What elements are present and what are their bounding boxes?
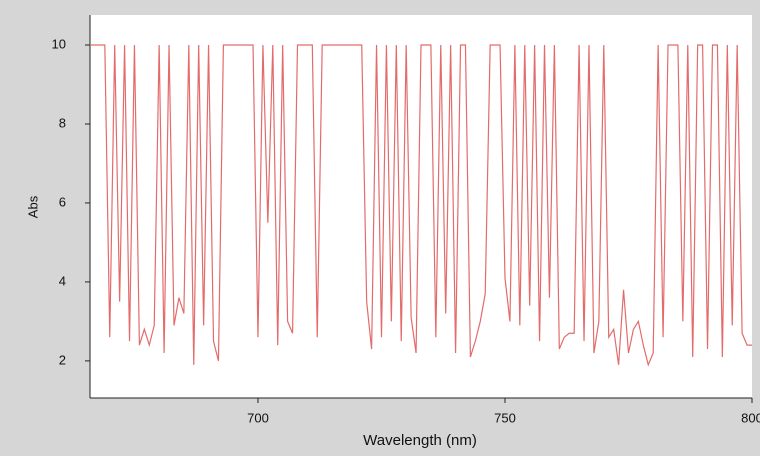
x-tick-label: 750 xyxy=(494,410,516,425)
y-axis-label: Abs xyxy=(25,195,40,218)
y-tick-label: 8 xyxy=(59,115,66,130)
y-tick-label: 2 xyxy=(59,352,66,367)
y-tick-label: 10 xyxy=(52,36,66,51)
data-line xyxy=(90,44,752,367)
x-tick-label: 700 xyxy=(247,410,269,425)
y-tick-label: 6 xyxy=(59,194,66,209)
x-tick-label: 800 xyxy=(741,410,760,425)
x-axis-label: Wavelength (nm) xyxy=(363,432,477,449)
y-tick-label: 4 xyxy=(59,273,66,288)
